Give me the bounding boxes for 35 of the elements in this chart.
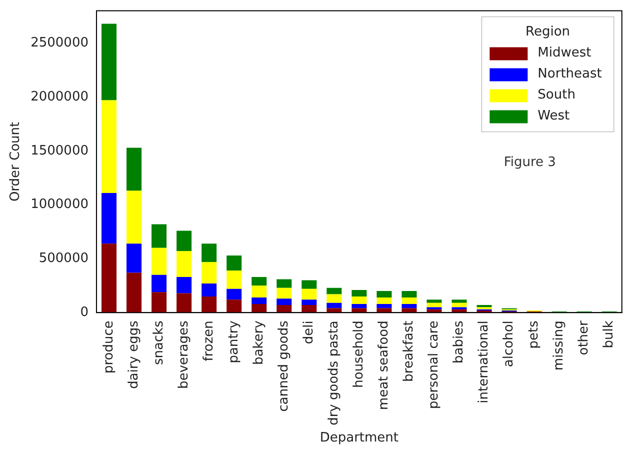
legend-label: Midwest xyxy=(538,46,592,61)
x-axis-title: Department xyxy=(320,430,399,446)
x-tick-label: bakery xyxy=(251,320,266,365)
x-tick-label: dairy eggs xyxy=(126,320,142,389)
x-tick-label: bulk xyxy=(602,320,617,348)
legend-title: Region xyxy=(526,24,570,40)
x-tick-label: beverages xyxy=(176,320,192,389)
y-tick-label: 1500000 xyxy=(30,143,88,158)
y-tick-label: 1000000 xyxy=(30,197,88,212)
x-tick-label: breakfast xyxy=(402,320,417,382)
x-tick-label: alcohol xyxy=(502,320,517,368)
y-tick-label: 2500000 xyxy=(30,36,88,51)
x-tick-label: babies xyxy=(452,320,467,364)
x-tick-label: snacks xyxy=(151,320,166,366)
y-axis-title: Order Count xyxy=(8,122,24,202)
x-tick-label: other xyxy=(576,320,592,356)
annotation: Figure 3 xyxy=(504,155,556,170)
legend-label: South xyxy=(538,88,576,103)
y-tick-label: 500000 xyxy=(38,251,88,266)
legend-label: Northeast xyxy=(538,66,602,82)
x-tick-label: missing xyxy=(552,320,567,371)
x-tick-label: dry goods pasta xyxy=(326,320,342,426)
x-tick-label: canned goods xyxy=(276,320,292,412)
x-tick-label: produce xyxy=(101,320,116,374)
y-tick-label: 2000000 xyxy=(30,89,88,104)
y-tick-label: 0 xyxy=(80,304,88,320)
x-tick-label: frozen xyxy=(201,320,216,362)
x-tick-label: deli xyxy=(302,320,317,344)
x-tick-label: pets xyxy=(526,320,542,349)
legend-label: West xyxy=(538,108,570,124)
x-tick-label: meat seafood xyxy=(376,320,392,410)
x-tick-label: household xyxy=(352,320,367,388)
x-tick-label: pantry xyxy=(226,320,242,364)
x-tick-label: personal care xyxy=(426,320,442,410)
x-tick-label: international xyxy=(476,320,492,404)
